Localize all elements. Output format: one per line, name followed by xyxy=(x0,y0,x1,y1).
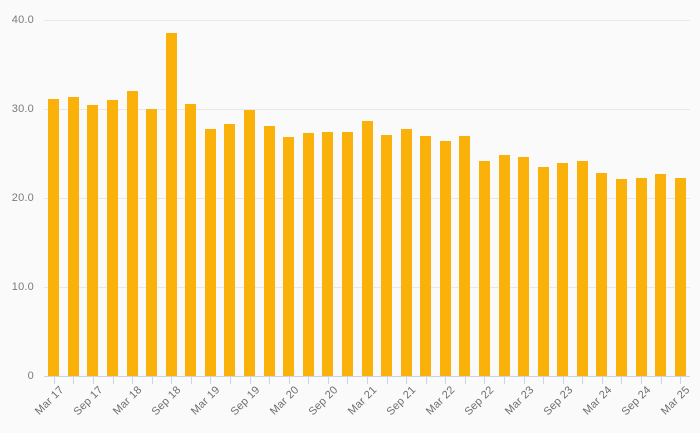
bar[interactable] xyxy=(126,91,138,376)
x-axis-tick-label: Sep 22 xyxy=(462,384,497,418)
x-axis-tick xyxy=(504,377,505,384)
x-axis-tick-label: Mar 18 xyxy=(111,384,145,418)
bar[interactable] xyxy=(420,135,432,376)
x-axis-tick xyxy=(191,377,192,384)
bar[interactable] xyxy=(244,109,256,376)
bar[interactable] xyxy=(615,179,627,376)
x-axis-tick xyxy=(484,377,485,384)
x-axis-tick xyxy=(152,377,153,384)
bar[interactable] xyxy=(361,120,373,376)
x-axis-tick xyxy=(621,377,622,384)
y-axis-tick-label: 40.0 xyxy=(11,14,34,26)
bar[interactable] xyxy=(185,103,197,376)
x-axis-tick xyxy=(563,377,564,384)
bar[interactable] xyxy=(224,124,236,376)
x-axis-tick-label: Mar 22 xyxy=(424,384,458,418)
x-axis-labels: Mar 17 Sep 17 Mar 18 Sep 18 Mar 19 Sep 19 Mar … xyxy=(0,384,700,433)
bar[interactable] xyxy=(518,157,530,376)
x-axis-tick xyxy=(113,377,114,384)
bar[interactable] xyxy=(107,100,118,376)
x-axis-tick xyxy=(387,377,388,384)
bar[interactable] xyxy=(498,155,510,376)
x-axis-tick xyxy=(73,377,74,384)
x-axis-tick xyxy=(641,377,642,384)
bar[interactable] xyxy=(674,178,686,376)
x-axis-tick xyxy=(524,377,525,384)
bar[interactable] xyxy=(655,173,667,376)
bar[interactable] xyxy=(576,160,588,376)
bar[interactable] xyxy=(635,177,647,376)
x-axis-tick-label: Sep 18 xyxy=(149,384,184,418)
bar-series xyxy=(44,20,690,376)
x-axis-tick-label: Sep 23 xyxy=(541,384,576,418)
x-axis-tick xyxy=(582,377,583,384)
x-axis-tick-label: Mar 21 xyxy=(345,384,380,418)
x-axis-tick xyxy=(680,377,681,384)
bar[interactable] xyxy=(439,141,451,376)
gridline-40 xyxy=(44,20,690,21)
x-axis-tick-label: Mar 23 xyxy=(502,384,537,418)
bar[interactable] xyxy=(381,134,393,376)
x-axis-tick-label: Sep 17 xyxy=(71,384,106,418)
x-axis-tick-label: Sep 21 xyxy=(384,384,419,418)
x-axis-ticks xyxy=(0,377,700,385)
bar[interactable] xyxy=(400,128,412,376)
bar[interactable] xyxy=(478,160,490,376)
x-axis-tick xyxy=(406,377,407,384)
bar[interactable] xyxy=(341,132,353,376)
bar[interactable] xyxy=(302,133,314,376)
x-axis-tick xyxy=(308,377,309,384)
bar[interactable] xyxy=(459,135,471,376)
x-axis-tick xyxy=(661,377,662,384)
bar[interactable] xyxy=(283,137,295,376)
x-axis-tick xyxy=(210,377,211,384)
y-axis-tick-label: 10.0 xyxy=(11,281,34,293)
plot-area xyxy=(44,20,690,376)
x-axis-tick-label: Mar 24 xyxy=(580,384,615,418)
x-axis-tick xyxy=(367,377,368,384)
bar[interactable] xyxy=(48,99,60,376)
x-axis-tick xyxy=(543,377,544,384)
x-axis-tick xyxy=(602,377,603,384)
bar[interactable] xyxy=(557,163,569,376)
x-axis-tick xyxy=(465,377,466,384)
x-axis-tick xyxy=(230,377,231,384)
x-axis-tick xyxy=(171,377,172,384)
y-axis-tick-label: 30.0 xyxy=(11,103,34,115)
x-axis-tick xyxy=(93,377,94,384)
x-axis-tick-label: Sep 19 xyxy=(228,384,263,418)
bar[interactable] xyxy=(263,125,275,376)
bar[interactable] xyxy=(596,173,608,376)
x-axis-line xyxy=(44,376,690,377)
bar[interactable] xyxy=(204,128,216,376)
x-axis-tick-label: Mar 20 xyxy=(267,384,302,418)
x-axis-tick xyxy=(426,377,427,384)
x-axis-tick-label: Mar 25 xyxy=(659,384,693,418)
x-axis-tick xyxy=(132,377,133,384)
x-axis-tick xyxy=(250,377,251,384)
bar[interactable] xyxy=(87,104,99,376)
x-axis-tick-label: Sep 24 xyxy=(619,384,654,418)
bar[interactable] xyxy=(322,132,334,376)
x-axis-tick-label: Mar 19 xyxy=(189,384,223,418)
x-axis-tick-label: Sep 20 xyxy=(306,384,341,418)
x-axis-tick-label: Mar 17 xyxy=(32,384,67,418)
x-axis-tick xyxy=(328,377,329,384)
bar[interactable] xyxy=(537,166,549,376)
x-axis-tick xyxy=(269,377,270,384)
x-axis-tick xyxy=(347,377,348,384)
x-axis-tick xyxy=(289,377,290,384)
bar[interactable] xyxy=(165,33,177,376)
x-axis-tick xyxy=(54,377,55,384)
x-axis-tick xyxy=(445,377,446,384)
bar[interactable] xyxy=(146,109,158,376)
bar[interactable] xyxy=(67,97,79,376)
y-axis-tick-label: 20.0 xyxy=(11,192,34,204)
gridline-30 xyxy=(44,109,690,110)
